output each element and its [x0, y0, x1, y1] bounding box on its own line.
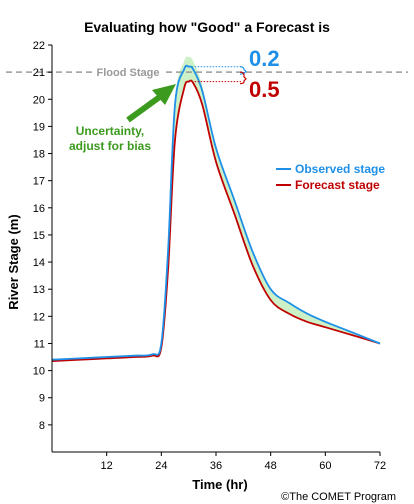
y-tick-label: 10 [33, 366, 45, 378]
y-tick-label: 11 [34, 338, 45, 350]
y-tick-label: 20 [33, 94, 45, 106]
forecast-difference-value: 0.5 [249, 77, 280, 102]
x-tick-label: 12 [101, 460, 113, 472]
series-layer [51, 64, 381, 362]
observed-difference-value: 0.2 [249, 46, 280, 71]
y-tick-label: 19 [33, 121, 45, 133]
forecast-stage-line [51, 79, 381, 362]
legend-label-1: Forecast stage [295, 178, 380, 192]
axes: 8 9 10 11 12 13 14 15 16 17 18 19 20 21 22 12 24 36 48 60 72 [33, 40, 386, 472]
x-tick-label: 36 [210, 460, 222, 472]
credit-text: ©The COMET Program [281, 491, 396, 503]
y-tick-label: 14 [33, 257, 45, 269]
y-tick-label: 18 [33, 149, 45, 161]
legend-label-0: Observed stage [295, 162, 385, 176]
flood-stage-label: Flood Stage [97, 67, 160, 79]
x-tick-label: 48 [265, 460, 277, 472]
y-tick-label: 9 [39, 393, 45, 405]
y-tick-label: 22 [33, 40, 45, 52]
y-axis-label: River Stage (m) [6, 214, 21, 309]
annotation-layer: 0.2 0.5 Uncertainty,adjust for bias [69, 46, 280, 153]
uncertainty-band [52, 56, 380, 362]
y-tick-label: 8 [39, 420, 45, 432]
forecast-difference-bracket [239, 71, 247, 85]
uncertainty-arrow-shaft [126, 93, 163, 123]
y-tick-label: 21 [33, 67, 45, 79]
y-tick-label: 12 [33, 311, 45, 323]
observed-difference-bracket [239, 66, 247, 75]
y-tick-label: 13 [33, 284, 45, 296]
uncertainty-label-line-2: adjust for bias [69, 139, 151, 153]
y-tick-label: 16 [33, 203, 45, 215]
chart-title: Evaluating how "Good" a Forecast is [84, 19, 330, 35]
y-tick-label: 15 [33, 230, 45, 242]
x-tick-label: 24 [155, 460, 167, 472]
x-tick-label: 60 [319, 460, 331, 472]
x-axis-label: Time (hr) [192, 477, 247, 492]
legend: Observed stage Forecast stage [276, 162, 385, 192]
uncertainty-band-layer [52, 56, 380, 362]
x-tick-label: 72 [374, 460, 386, 472]
flood-stage-label-background [93, 64, 163, 80]
flood-stage-layer: Flood Stage [6, 64, 408, 80]
uncertainty-arrow-head [152, 84, 176, 105]
y-tick-label: 17 [33, 176, 45, 188]
observed-stage-line [51, 64, 381, 361]
uncertainty-label-line-1: Uncertainty, [76, 124, 144, 138]
